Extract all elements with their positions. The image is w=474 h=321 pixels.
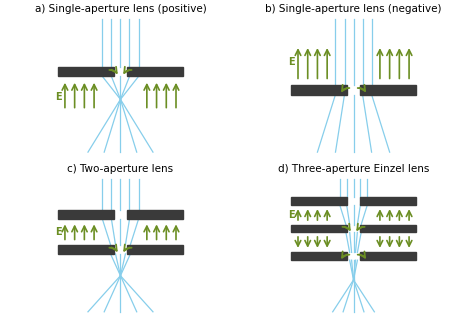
- Bar: [128, 210, 183, 219]
- Bar: [58, 245, 113, 254]
- Text: E: E: [55, 227, 62, 237]
- Bar: [58, 210, 113, 219]
- Bar: [361, 225, 416, 232]
- Bar: [128, 245, 183, 254]
- Title: d) Three-aperture Einzel lens: d) Three-aperture Einzel lens: [278, 164, 429, 174]
- Bar: [291, 197, 346, 204]
- Bar: [291, 85, 346, 94]
- Text: E: E: [288, 57, 295, 67]
- Bar: [291, 252, 346, 260]
- Title: c) Two-aperture lens: c) Two-aperture lens: [67, 164, 173, 174]
- Title: a) Single-aperture lens (positive): a) Single-aperture lens (positive): [35, 4, 206, 14]
- Bar: [361, 85, 416, 94]
- Title: b) Single-aperture lens (negative): b) Single-aperture lens (negative): [265, 4, 442, 14]
- Text: E: E: [288, 210, 295, 220]
- Bar: [128, 67, 183, 76]
- Bar: [361, 197, 416, 204]
- Bar: [291, 225, 346, 232]
- Bar: [58, 67, 113, 76]
- Bar: [361, 252, 416, 260]
- Text: E: E: [55, 91, 62, 101]
